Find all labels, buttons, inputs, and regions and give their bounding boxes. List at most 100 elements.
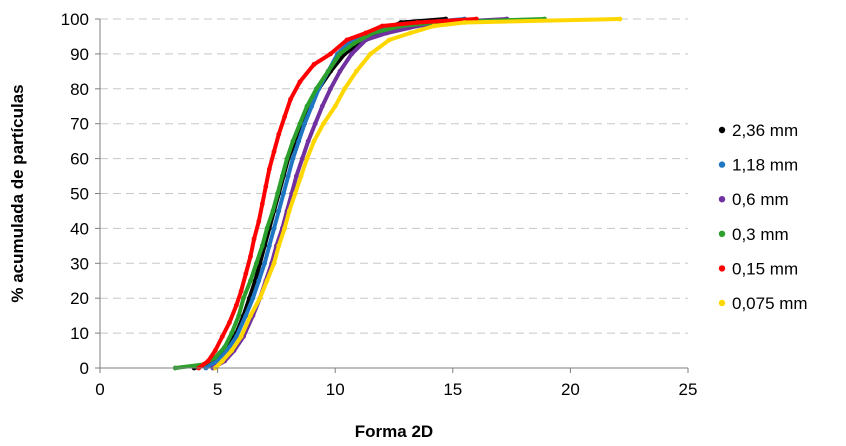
legend-marker xyxy=(718,196,726,203)
data-point xyxy=(276,131,282,137)
series-area xyxy=(172,16,623,371)
legend-marker xyxy=(718,230,726,237)
y-tick-label: 50 xyxy=(70,185,89,204)
data-point xyxy=(266,166,272,172)
legend-label: 0,3 mm xyxy=(732,225,789,244)
x-tick-labels: 0 5 10 15 20 25 xyxy=(95,380,697,399)
data-point xyxy=(212,348,218,353)
y-tick-label: 20 xyxy=(70,289,89,308)
data-point xyxy=(281,191,286,196)
x-tick-label: 20 xyxy=(561,380,580,399)
data-point xyxy=(332,103,338,109)
data-point xyxy=(271,226,277,231)
data-point xyxy=(473,16,479,22)
y-tick-label: 10 xyxy=(70,324,89,343)
data-point xyxy=(337,68,343,74)
data-point xyxy=(234,302,239,308)
data-point xyxy=(342,86,348,92)
y-tick-label: 100 xyxy=(61,10,89,29)
gridlines xyxy=(100,18,688,334)
x-tick-label: 15 xyxy=(443,380,462,399)
data-point xyxy=(276,208,282,214)
data-point xyxy=(328,51,333,57)
legend-item: 1,18 mm xyxy=(718,156,798,175)
legend-item: 0,075 mm xyxy=(718,294,808,313)
legend-label: 2,36 mm xyxy=(732,121,798,140)
legend: 2,36 mm 1,18 mm 0,6 mm 0,3 mm 0,15 mm 0,075 m… xyxy=(718,121,808,313)
x-tick-label: 25 xyxy=(679,380,698,399)
data-point xyxy=(282,114,288,120)
data-point xyxy=(408,30,413,36)
data-point xyxy=(219,334,225,339)
data-point xyxy=(351,41,357,46)
data-point xyxy=(368,51,373,57)
x-tick-label: 0 xyxy=(95,380,104,399)
data-point xyxy=(279,173,285,179)
data-point xyxy=(229,348,235,353)
data-point xyxy=(302,121,308,127)
data-point xyxy=(259,243,265,249)
data-point xyxy=(241,295,246,301)
data-point xyxy=(226,320,232,326)
data-point xyxy=(263,184,269,189)
legend-item: 0,3 mm xyxy=(718,225,789,244)
data-point xyxy=(250,295,256,301)
data-point xyxy=(349,51,355,57)
data-point xyxy=(234,334,239,339)
data-point xyxy=(319,103,325,109)
data-point xyxy=(415,20,420,25)
data-point xyxy=(212,355,218,360)
data-point xyxy=(259,201,265,207)
series-line xyxy=(173,17,547,370)
data-point xyxy=(257,295,263,301)
data-point xyxy=(222,344,228,350)
data-point xyxy=(337,51,343,57)
legend-marker xyxy=(718,126,726,134)
y-tick-label: 70 xyxy=(70,115,89,134)
data-point xyxy=(238,288,244,294)
data-point xyxy=(328,86,333,92)
data-point xyxy=(290,156,296,162)
data-point xyxy=(296,138,302,144)
data-point xyxy=(254,260,259,266)
data-point xyxy=(462,20,467,25)
data-point xyxy=(321,121,326,127)
data-point xyxy=(290,138,296,144)
data-point xyxy=(264,226,270,231)
data-point xyxy=(297,121,303,127)
data-point xyxy=(236,313,242,319)
data-point xyxy=(309,103,315,109)
data-point xyxy=(286,208,292,214)
data-point xyxy=(344,37,350,43)
x-tick-label: 5 xyxy=(213,380,222,399)
y-tick-label: 0 xyxy=(80,359,89,378)
y-tick-label: 90 xyxy=(70,45,89,64)
data-point xyxy=(219,358,225,364)
data-point xyxy=(298,173,304,179)
data-point xyxy=(276,243,282,249)
data-point xyxy=(288,96,293,102)
data-point xyxy=(284,156,290,162)
data-point xyxy=(325,68,331,74)
data-point xyxy=(262,260,268,266)
data-point xyxy=(292,191,298,196)
data-point xyxy=(248,313,253,319)
data-point xyxy=(256,219,262,224)
data-point xyxy=(285,173,291,179)
y-tick-label: 80 xyxy=(70,80,89,99)
legend-marker xyxy=(718,265,726,272)
data-point xyxy=(305,138,311,144)
data-point xyxy=(353,68,359,74)
data-point xyxy=(229,330,235,336)
legend-label: 0,15 mm xyxy=(732,259,798,278)
data-point xyxy=(275,191,280,196)
series-line xyxy=(196,17,479,370)
legend-label: 1,18 mm xyxy=(732,156,798,175)
data-point xyxy=(299,156,305,162)
y-tick-label: 40 xyxy=(70,219,89,238)
data-point xyxy=(297,79,303,85)
data-point xyxy=(293,173,299,179)
data-point xyxy=(251,236,257,242)
x-axis-label: Forma 2D xyxy=(355,422,433,441)
legend-item: 2,36 mm xyxy=(718,121,798,140)
